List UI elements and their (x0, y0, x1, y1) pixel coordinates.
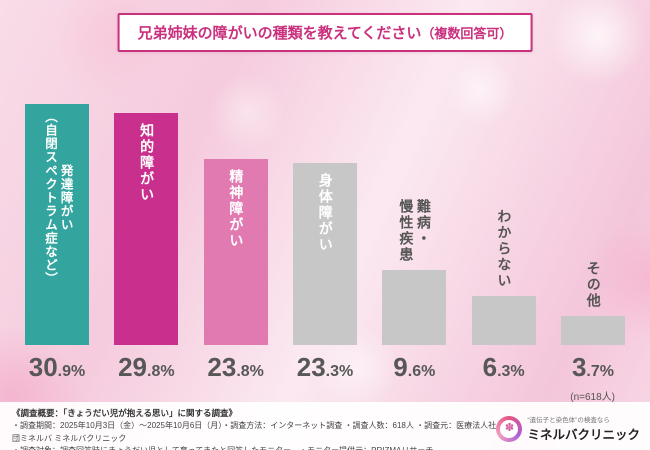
logo-tagline: “遺伝子と染色体”の検査なら (527, 417, 610, 424)
bar-chart: 発達障がい （自閉スペクトラム症など） 30.9% 知的障がい 29.8% 精神… (25, 103, 625, 382)
bar-value-label: 9.6% (393, 352, 436, 382)
survey-overview-line2: ・調査期間：2025年10月3日（金）～2025年10月6日（月）・調査方法：イ… (12, 421, 497, 443)
bar-category-label: 知的障がい (139, 123, 156, 203)
chart-title-sub: （複数回答可） (421, 26, 513, 41)
bar-category-label: 精神障がい (228, 169, 245, 249)
bar-category-label: 発達障がい （自閉スペクトラム症など） (43, 110, 73, 286)
bar-value-label: 23.3% (296, 352, 354, 382)
survey-overview-line3: ・調査対象：調査回答時にきょうだい児として育ってきたと回答したモニター ・モニタ… (12, 445, 500, 450)
survey-overview: 《調査概要：「きょうだい児が抱える思い」に関する調査》 ・調査期間：2025年1… (0, 402, 650, 450)
bar-category-label: その他 (585, 261, 602, 309)
logo-name: ミネルバクリニック (527, 428, 640, 442)
chart-title: 兄弟姉妹の障がいの種類を教えてください（複数回答可） (117, 13, 533, 52)
bar: 知的障がい (114, 113, 179, 345)
bar-value-label: 6.3% (482, 352, 525, 382)
bar-group: 発達障がい （自閉スペクトラム症など） 30.9% (25, 103, 89, 382)
bar-value-label: 23.8% (207, 352, 264, 382)
minerva-logo: ✽ “遺伝子と染色体”の検査なら ミネルバクリニック (496, 414, 640, 443)
bar: 発達障がい （自閉スペクトラム症など） (25, 104, 89, 345)
bar: 精神障がい (203, 159, 268, 345)
bar-group: 難病・ 慢性疾患 9.6% (382, 103, 447, 382)
bar-group: 精神障がい 23.8% (203, 103, 268, 382)
bar (471, 296, 536, 345)
bar (382, 270, 447, 345)
bar-group: その他 3.7% (560, 103, 625, 382)
bar: 身体障がい (292, 163, 357, 345)
bar (560, 316, 625, 345)
bar-value-label: 3.7% (571, 352, 614, 382)
survey-overview-title: 《調査概要：「きょうだい児が抱える思い」に関する調査》 (12, 408, 237, 418)
bar-category-label: 難病・ 慢性疾患 (398, 199, 432, 263)
bar-value-label: 29.8% (118, 352, 175, 382)
bar-category-label: 身体障がい (317, 173, 334, 253)
minerva-ring-icon: ✽ (496, 415, 523, 442)
bar-category-label: わからない (496, 209, 513, 289)
chart-title-main: 兄弟姉妹の障がいの種類を教えてください (137, 25, 422, 42)
bar-group: 身体障がい 23.3% (292, 103, 357, 382)
bar-group: わからない 6.3% (471, 103, 536, 382)
sample-size-label: (n=618人) (570, 392, 615, 403)
bar-value-label: 30.9% (28, 352, 86, 382)
bar-group: 知的障がい 29.8% (114, 103, 179, 382)
